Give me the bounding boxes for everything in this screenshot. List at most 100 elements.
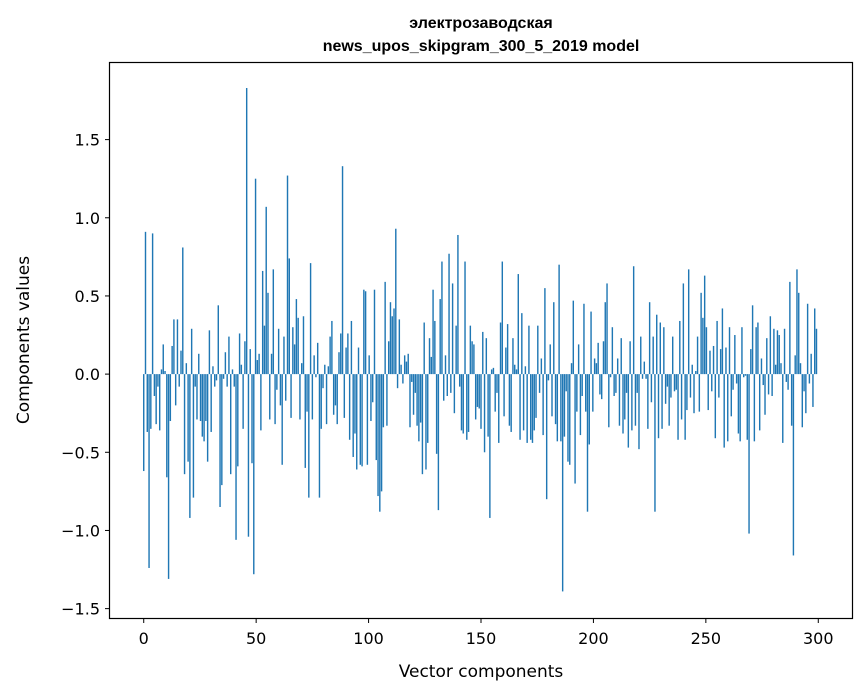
bar bbox=[393, 308, 395, 375]
bar bbox=[348, 374, 351, 440]
bar bbox=[192, 374, 195, 498]
bar bbox=[719, 349, 722, 375]
bar bbox=[590, 311, 592, 375]
bar bbox=[361, 374, 363, 467]
bar bbox=[274, 374, 276, 425]
bar bbox=[253, 374, 255, 575]
bar bbox=[332, 374, 335, 415]
bar bbox=[180, 350, 182, 375]
bar bbox=[703, 275, 706, 375]
bar bbox=[434, 320, 436, 375]
bar bbox=[599, 374, 601, 395]
bar bbox=[705, 327, 708, 375]
bar bbox=[634, 374, 637, 426]
bar bbox=[758, 374, 761, 431]
bar bbox=[734, 335, 736, 375]
bar bbox=[577, 344, 580, 375]
bar bbox=[798, 292, 800, 375]
bar bbox=[382, 374, 385, 428]
bar bbox=[281, 374, 283, 465]
bar bbox=[238, 333, 241, 375]
bar bbox=[189, 374, 191, 518]
bar bbox=[214, 374, 216, 387]
bar bbox=[521, 313, 523, 375]
bar bbox=[551, 374, 553, 417]
x-axis-label: Vector components bbox=[399, 662, 564, 682]
bar bbox=[231, 369, 234, 375]
bar bbox=[208, 330, 211, 375]
bar bbox=[711, 374, 713, 392]
bar bbox=[377, 374, 379, 497]
bar bbox=[155, 374, 157, 425]
bar bbox=[386, 374, 388, 426]
bar bbox=[416, 374, 418, 426]
bar bbox=[487, 374, 489, 437]
bar bbox=[542, 374, 544, 436]
bar bbox=[505, 347, 507, 375]
bar bbox=[460, 374, 463, 431]
bar bbox=[572, 300, 575, 375]
bar bbox=[419, 374, 422, 423]
bar bbox=[760, 358, 763, 375]
bar bbox=[570, 363, 573, 375]
bar bbox=[510, 374, 512, 432]
bar bbox=[698, 374, 701, 412]
bar bbox=[696, 336, 699, 375]
bar bbox=[514, 364, 516, 375]
bar bbox=[269, 374, 271, 420]
bar bbox=[427, 374, 429, 443]
bar bbox=[549, 344, 551, 375]
bar bbox=[331, 320, 333, 375]
bar bbox=[778, 335, 780, 375]
bar bbox=[228, 336, 230, 375]
bar bbox=[687, 269, 690, 375]
bar bbox=[622, 374, 624, 434]
bar bbox=[363, 289, 365, 375]
bar bbox=[767, 374, 770, 395]
bar bbox=[194, 374, 196, 387]
bar bbox=[618, 374, 621, 426]
y-tick-label: −1.5 bbox=[61, 600, 100, 619]
bar bbox=[728, 327, 731, 375]
bar bbox=[489, 374, 491, 518]
bar bbox=[650, 374, 653, 403]
bar bbox=[451, 283, 454, 375]
bar bbox=[787, 374, 789, 390]
bar bbox=[224, 352, 227, 375]
bar bbox=[221, 374, 223, 486]
bar bbox=[350, 320, 353, 375]
bar bbox=[673, 374, 676, 392]
bar bbox=[666, 374, 669, 387]
bar bbox=[638, 374, 640, 450]
bar bbox=[455, 325, 457, 375]
bar bbox=[659, 322, 661, 375]
bar bbox=[150, 374, 152, 429]
bar bbox=[370, 374, 372, 422]
bar bbox=[308, 374, 310, 498]
bar bbox=[174, 374, 177, 406]
bar bbox=[478, 374, 480, 409]
bar bbox=[425, 374, 427, 470]
bar bbox=[616, 358, 619, 375]
bar bbox=[242, 374, 244, 429]
bar bbox=[198, 353, 200, 375]
bar bbox=[803, 374, 805, 392]
bar bbox=[485, 338, 488, 375]
bar bbox=[474, 374, 477, 420]
bar bbox=[508, 374, 511, 426]
bar bbox=[625, 374, 628, 393]
x-tick-label: 0 bbox=[139, 629, 149, 648]
bar bbox=[251, 374, 253, 464]
bar bbox=[244, 341, 246, 375]
bar bbox=[796, 269, 798, 375]
bar bbox=[283, 336, 285, 375]
bar bbox=[458, 374, 461, 387]
bar bbox=[490, 369, 493, 375]
bar bbox=[563, 374, 566, 437]
bar bbox=[776, 330, 779, 375]
bar bbox=[799, 363, 802, 375]
bar bbox=[327, 366, 330, 375]
bar bbox=[430, 356, 433, 375]
bar bbox=[249, 349, 251, 375]
bar bbox=[790, 374, 793, 426]
